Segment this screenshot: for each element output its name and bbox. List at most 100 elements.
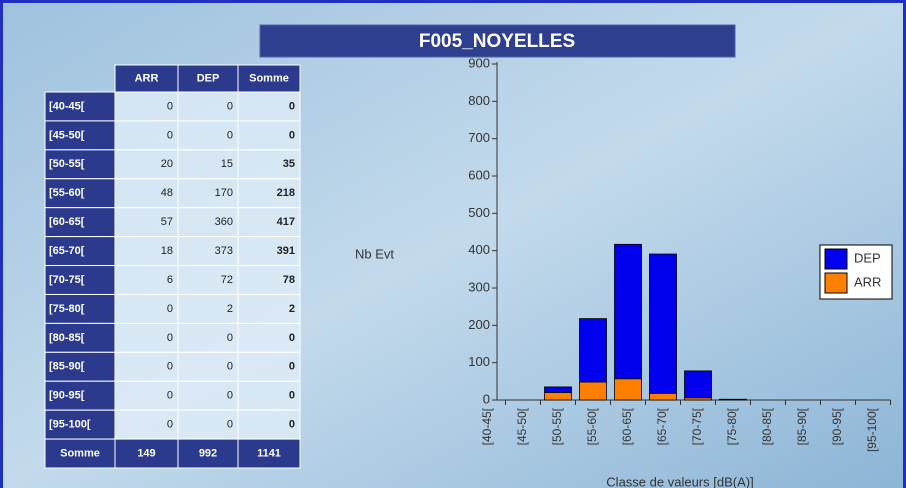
cell [237,178,301,209]
cell [237,380,301,411]
bar-segment [719,398,747,401]
x-tick-label: [60-65[ [620,407,634,445]
row-label: [40-45[ [49,100,85,112]
cell-value: 0 [289,390,295,402]
cell-value: 0 [227,361,233,373]
cell [237,236,301,267]
cell [177,178,239,209]
cell [114,293,179,324]
cell-value: 20 [161,158,173,170]
row-label: [95-100[ [49,419,91,431]
row-label: [75-80[ [49,303,85,315]
cell [44,322,116,353]
x-tick-label: [65-70[ [655,407,669,445]
cell [114,178,179,209]
cell [44,265,116,295]
cell-value: 218 [277,187,295,199]
cell-value: 992 [199,447,217,459]
legend-label: DEP [854,250,881,265]
row-label: [70-75[ [49,274,85,286]
cell [177,293,239,324]
x-tick-label: [85-90[ [795,407,809,445]
x-tick-label: [90-95[ [830,407,844,445]
cell-value: 391 [277,245,295,257]
bar-segment [684,370,712,399]
bar-segment [544,392,572,401]
cell [177,236,239,267]
x-tick-label: [95-100[ [865,407,879,452]
cell [237,149,301,180]
cell-value: 72 [221,274,233,286]
cell [114,438,179,469]
row-label: [60-65[ [49,216,85,228]
y-tick-label: 200 [468,317,490,332]
cell [44,380,116,411]
cell [237,438,301,469]
cell [237,207,301,238]
cell-value: 0 [167,419,173,431]
cell [177,380,239,411]
cell [237,351,301,382]
cell-value: 373 [215,245,233,257]
cell-value: 360 [215,216,233,228]
cell-value: 0 [227,129,233,141]
y-tick-label: 400 [468,242,490,257]
cell [237,91,301,122]
header-cell [177,64,239,93]
cell-value: 0 [167,361,173,373]
cell-value: 149 [137,447,155,459]
x-tick-label: [50-55[ [550,407,564,445]
y-tick-label: 300 [468,279,490,294]
x-tick-label: [75-80[ [725,407,739,445]
cell [114,120,179,151]
cell-value: 0 [167,129,173,141]
cell [177,438,239,469]
cell [114,91,179,122]
legend-swatch [824,272,848,294]
y-tick-label: 500 [468,205,490,220]
legend-label: ARR [854,274,881,289]
cell-value: 0 [227,332,233,344]
chart: 0 100 200 300 400 500 600 700 800 900 Nb Evt [40-45… [355,55,893,488]
table: ARR DEP Somme[40-45[0 0 0[45-50[0 0 0[50-55[20… [44,64,301,469]
cell-value: 0 [289,419,295,431]
header-text: ARR [135,72,159,84]
y-tick-label: 0 [483,391,490,406]
row-label: [85-90[ [49,361,85,373]
cell [237,409,301,440]
x-tick-label: [80-85[ [760,407,774,445]
cell [237,120,301,151]
cell-value: 0 [227,390,233,402]
bar-segment [614,378,642,401]
row-label: Somme [60,447,100,459]
cell [114,236,179,267]
cell [114,149,179,180]
header-text: Somme [249,72,289,84]
cell [177,409,239,440]
cell-value: 18 [161,245,173,257]
bar-segment [649,392,677,401]
y-tick-label: 600 [468,167,490,182]
bar-segment [544,386,572,393]
row-label: [55-60[ [49,187,85,199]
cell-value: 0 [167,332,173,344]
x-tick-label: [40-45[ [480,407,494,445]
cell-value: 2 [227,303,233,315]
cell [44,438,116,469]
bar-segment [579,381,607,401]
cell [44,351,116,382]
row-label: [50-55[ [49,158,85,170]
cell-value: 0 [227,419,233,431]
cell-value: 78 [283,274,295,286]
row-label: [45-50[ [49,129,85,141]
cell-value: 0 [167,390,173,402]
x-tick-label: [55-60[ [585,407,599,445]
header-cell [237,64,301,93]
header-text: DEP [197,72,220,84]
cell-value: 0 [289,361,295,373]
cell-value: 417 [277,216,295,228]
y-tick-label: 100 [468,354,490,369]
title-bar [259,24,736,58]
